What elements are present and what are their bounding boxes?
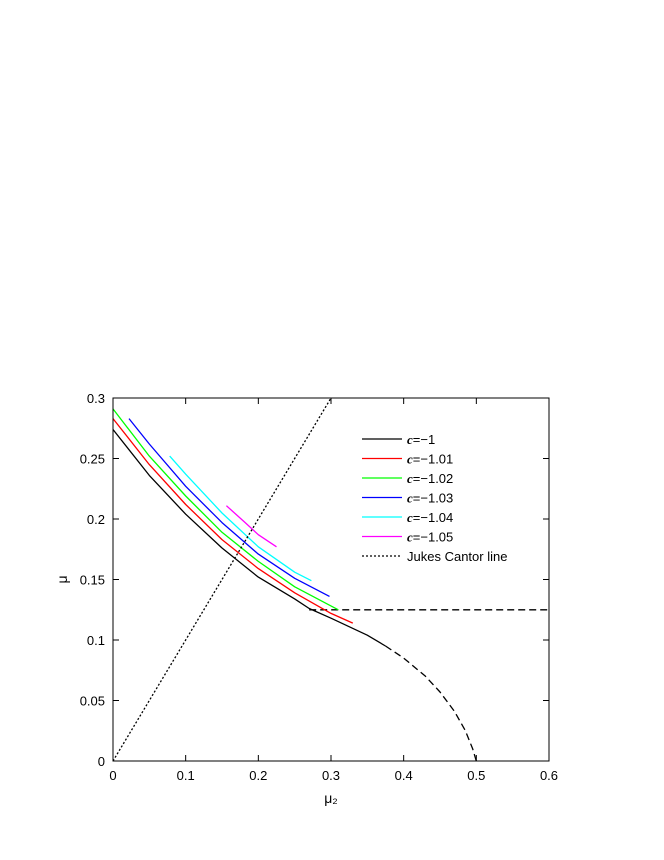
y-tick-label: 0.2 [87, 512, 105, 527]
series-line-7 [225, 505, 277, 548]
legend: c=−1 c=−1.01 c=−1.02 c=−1.03 c=−1.04 c=−1.05 J… [362, 432, 507, 564]
y-axis-label: μ [54, 575, 70, 583]
series-line-8 [112, 397, 332, 762]
y-tick-label: 0.15 [80, 573, 105, 588]
y-tick-label: 0.25 [80, 452, 105, 467]
x-tick-label: 0.1 [177, 768, 195, 783]
axis-ticks [112, 397, 550, 762]
x-tick-label: 0.4 [395, 768, 413, 783]
legend-label-4: c=−1.02 [407, 471, 453, 486]
legend-label-8: Jukes Cantor line [407, 549, 507, 564]
series-line-3 [112, 418, 354, 624]
plot-frame [112, 397, 550, 762]
tick-labels: 0 0.1 0.2 0.3 0.4 0.5 0.6 0 0.05 0.1 0.15 0.2 0.25 0.… [80, 391, 558, 783]
series-line-0 [112, 429, 386, 647]
x-tick-label: 0.6 [540, 768, 558, 783]
series-line-5 [128, 418, 330, 597]
series-line-6 [169, 455, 312, 582]
legend-label-6: c=−1.04 [407, 510, 453, 525]
legend-label-5: c=−1.03 [407, 491, 453, 506]
x-tick-label: 0.3 [322, 768, 340, 783]
legend-label-3: c=−1.01 [407, 452, 453, 467]
y-tick-label: 0.3 [87, 391, 105, 406]
legend-label-7: c=−1.05 [407, 530, 453, 545]
x-axis-label: μ₂ [324, 790, 338, 806]
series-line-4 [112, 408, 339, 611]
series-line-1 [385, 645, 477, 762]
legend-label-0: c=−1 [407, 432, 435, 447]
x-tick-label: 0 [109, 768, 116, 783]
y-tick-label: 0.05 [80, 694, 105, 709]
y-tick-label: 0.1 [87, 633, 105, 648]
x-tick-label: 0.5 [467, 768, 485, 783]
plot-lines [112, 397, 549, 762]
x-tick-label: 0.2 [249, 768, 267, 783]
y-tick-label: 0 [98, 754, 105, 769]
